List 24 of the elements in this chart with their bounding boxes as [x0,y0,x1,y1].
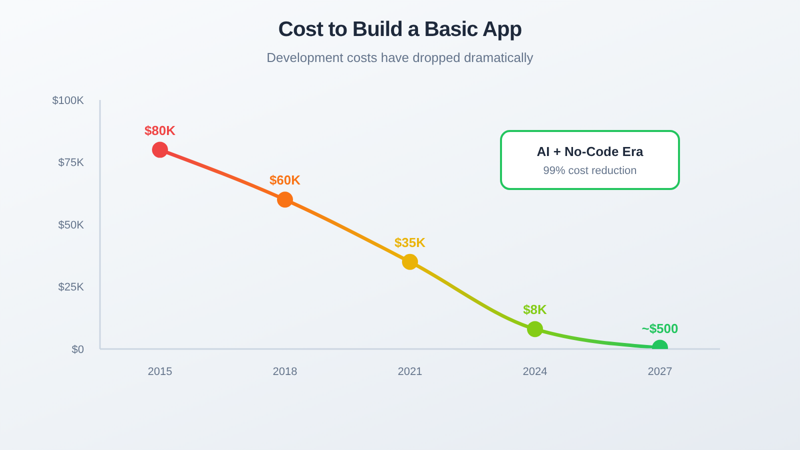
point [402,254,418,270]
point [152,142,168,158]
y-tick-label: $50K [58,219,85,232]
data-label: ~$500 [642,320,678,336]
x-tick-label: 2027 [648,366,672,378]
annotation: AI + No-Code Era [536,144,644,158]
data-label: $8K [523,302,548,318]
y-tick-label: $25K [58,282,85,294]
x-tick-label: 2018 [272,366,298,378]
annotation: 99% cost reduction [543,164,637,176]
data-label: $60K [269,172,302,188]
x-tick-label: 2015 [148,366,172,378]
data-label: $80K [144,122,176,138]
point [277,192,293,208]
chart-subtitle: Development costs have dropped dramatically [266,50,534,65]
x-tick-label: 2021 [398,366,422,378]
chart-title: Cost to Build a Basic App [277,18,523,42]
callout-box: AI + No-Code Era 99% cost reduction [500,130,680,190]
data-label: $35K [394,234,426,250]
point [527,321,543,338]
x-tick-label: 2024 [522,366,548,378]
y-tick-label: $0 [72,344,84,356]
y-tick-label: $75K [58,157,85,170]
y-tick-label: $100K [52,94,85,107]
